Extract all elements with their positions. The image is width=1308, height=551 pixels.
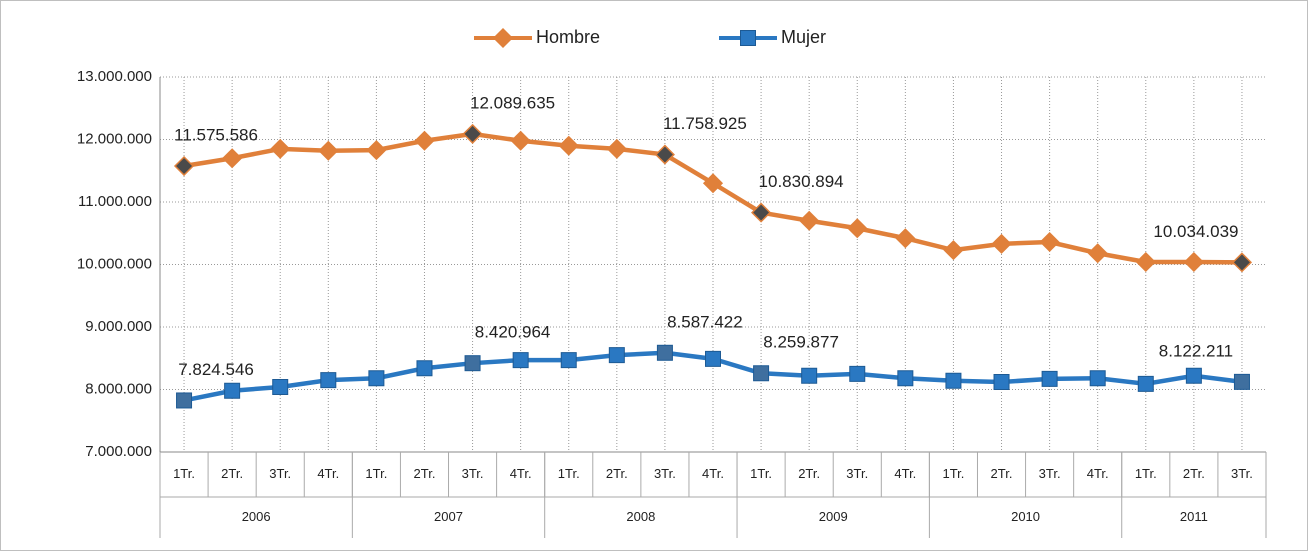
data-label: 7.824.546 [178, 360, 254, 379]
x-tick-label: 1Tr. [942, 466, 964, 481]
data-point [173, 155, 195, 177]
data-point [702, 173, 724, 194]
data-point [993, 374, 1010, 390]
data-point [270, 138, 291, 159]
data-point [1137, 375, 1154, 392]
data-point [224, 382, 241, 399]
data-label: 8.122.211 [1159, 341, 1233, 360]
year-label: 2008 [626, 509, 655, 524]
data-point [272, 379, 289, 395]
data-label: 10.830.894 [759, 172, 844, 191]
x-tick-label: 3Tr. [654, 466, 676, 481]
x-tick-label: 3Tr. [846, 466, 868, 481]
x-tick-label: 2Tr. [798, 466, 820, 481]
data-point [654, 144, 675, 165]
data-point [492, 27, 514, 49]
x-tick-label: 4Tr. [894, 466, 916, 481]
data-point [751, 202, 772, 223]
data-point [464, 355, 481, 372]
x-tick-label: 2Tr. [221, 466, 243, 481]
data-label: 8.587.422 [667, 312, 743, 331]
data-point [1231, 252, 1253, 273]
data-point [606, 138, 627, 159]
y-tick-label: 12.000.000 [77, 130, 152, 147]
legend-label: Hombre [536, 27, 600, 47]
data-point [705, 350, 721, 367]
year-label: 2010 [1011, 509, 1040, 524]
year-label: 2006 [242, 509, 271, 524]
y-tick-label: 8.000.000 [85, 380, 152, 397]
data-point [1041, 370, 1058, 387]
x-tick-label: 1Tr. [558, 466, 580, 481]
x-tick-label: 1Tr. [173, 466, 195, 481]
data-point [320, 372, 337, 389]
data-point [558, 135, 579, 156]
data-point [991, 233, 1012, 254]
data-point [510, 130, 531, 151]
data-point [414, 130, 435, 151]
x-tick-label: 1Tr. [365, 466, 387, 481]
data-point [799, 210, 820, 231]
x-tick-label: 2Tr. [606, 466, 628, 481]
x-tick-label: 4Tr. [510, 466, 532, 481]
data-label: 10.034.039 [1153, 222, 1238, 241]
data-point [416, 360, 433, 377]
data-point [222, 148, 243, 169]
x-tick-label: 4Tr. [1087, 466, 1109, 481]
data-point [895, 228, 916, 249]
data-point [801, 367, 818, 384]
x-tick-label: 2Tr. [414, 466, 436, 481]
y-tick-label: 10.000.000 [77, 255, 152, 272]
x-tick-label: 4Tr. [317, 466, 339, 481]
y-tick-label: 7.000.000 [85, 443, 152, 460]
data-point [366, 140, 387, 161]
y-tick-label: 11.000.000 [78, 193, 152, 210]
data-point [656, 344, 673, 361]
data-point [1185, 367, 1202, 384]
data-point [1233, 373, 1250, 390]
data-point [849, 365, 866, 382]
x-tick-label: 3Tr. [1039, 466, 1061, 481]
data-label: 8.420.964 [475, 323, 551, 342]
data-point [753, 365, 770, 382]
x-tick-label: 2Tr. [991, 466, 1013, 481]
data-point [945, 372, 962, 389]
data-point [608, 347, 625, 364]
y-tick-label: 13.000.000 [77, 68, 152, 85]
year-label: 2009 [819, 509, 848, 524]
x-tick-label: 4Tr. [702, 466, 724, 481]
data-label: 12.089.635 [470, 93, 555, 112]
x-tick-label: 3Tr. [1231, 466, 1253, 481]
data-point [176, 392, 193, 409]
y-tick-label: 9.000.000 [85, 318, 152, 335]
data-point [943, 240, 964, 261]
data-point [462, 123, 483, 144]
data-point [740, 30, 756, 46]
data-label: 8.259.877 [763, 333, 839, 352]
data-label: 11.575.586 [174, 126, 258, 145]
data-point [1087, 243, 1108, 264]
x-tick-label: 3Tr. [462, 466, 484, 481]
data-point [318, 140, 339, 161]
data-point [1039, 231, 1060, 253]
data-point [1135, 251, 1156, 273]
legend-label: Mujer [781, 27, 826, 47]
data-point [1183, 251, 1204, 273]
x-tick-label: 1Tr. [750, 466, 772, 481]
x-tick-label: 2Tr. [1183, 466, 1205, 481]
data-point [560, 352, 577, 369]
data-label: 11.758.925 [663, 114, 747, 133]
data-point [897, 370, 914, 387]
data-point [847, 218, 868, 239]
year-label: 2007 [434, 509, 463, 524]
data-point [368, 370, 385, 387]
data-point [512, 352, 529, 369]
data-point [1089, 370, 1106, 387]
x-tick-label: 3Tr. [269, 466, 291, 481]
x-tick-label: 1Tr. [1135, 466, 1157, 481]
year-label: 2011 [1180, 509, 1208, 524]
